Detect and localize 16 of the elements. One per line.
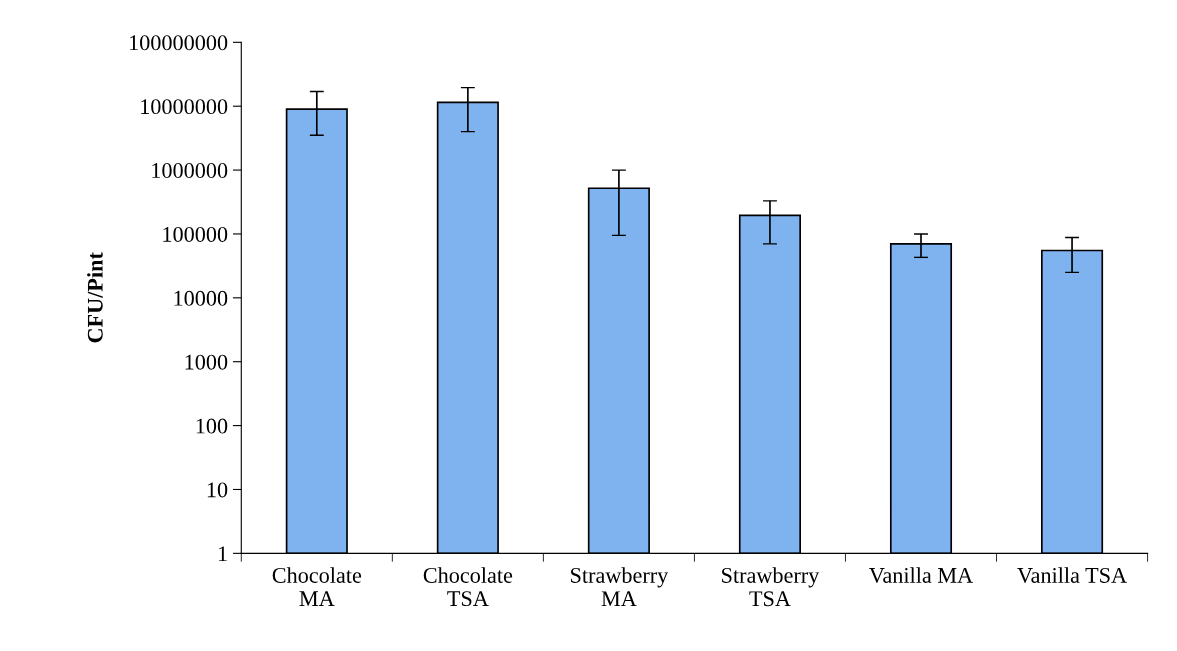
y-axis-title: CFU/Pint (87, 252, 103, 343)
y-tick-label: 10 (207, 482, 228, 498)
y-tick-label: 10000 (174, 290, 228, 306)
y-tick-label: 100 (196, 418, 228, 434)
y-tick-label: 100000000 (130, 35, 228, 51)
y-tick-label: 100000 (163, 226, 228, 242)
x-tick-label: Strawberry MA (571, 567, 669, 606)
x-tick-label: Vanilla TSA (1017, 567, 1127, 583)
x-tick-label: Chocolate MA (272, 567, 362, 606)
x-tick-label: Chocolate TSA (423, 567, 513, 607)
y-tick-label: 10000000 (141, 99, 228, 115)
x-tick-label: Strawberry TSA (722, 567, 820, 607)
y-tick-label: 1000000 (152, 163, 228, 178)
y-tick-label: 1 (218, 546, 227, 562)
x-tick-label: Vanilla MA (869, 567, 973, 583)
y-tick-label: 1000 (185, 354, 228, 370)
